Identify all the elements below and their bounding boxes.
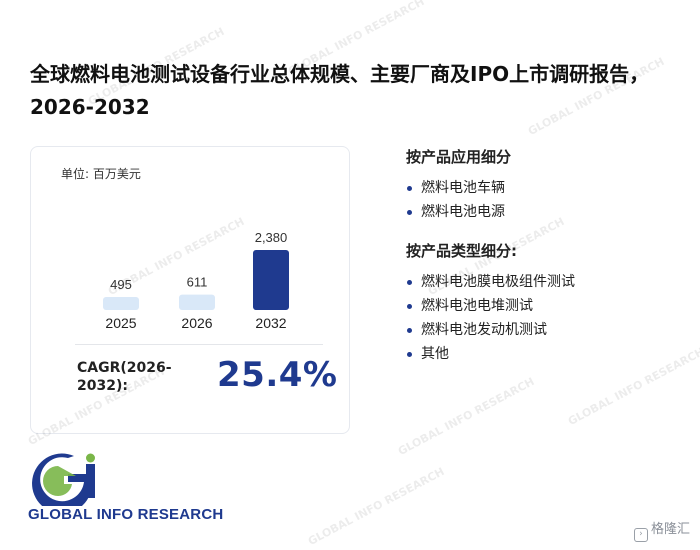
- value-label-2025: 495: [110, 277, 132, 292]
- bar-2026: [179, 294, 215, 310]
- segment-title: 按产品应用细分: [406, 148, 512, 166]
- market-size-bar-chart: 495 2025 611 2026 2,380 2032: [103, 230, 289, 331]
- corner-brand-text: 格隆汇: [650, 522, 690, 537]
- segment-list: 燃料电池车辆 燃料电池电源: [406, 176, 696, 224]
- list-item: 燃料电池车辆: [406, 176, 696, 200]
- category-label-2026: 2026: [181, 315, 212, 331]
- global-info-research-logo: GLOBAL INFO RESEARCH: [28, 452, 238, 532]
- gi-logo-icon: [32, 453, 95, 514]
- cagr-value: 25.4%: [217, 355, 338, 395]
- segment-by-application: 按产品应用细分 燃料电池车辆 燃料电池电源: [406, 146, 696, 224]
- market-size-card: 单位: 百万美元 495 2025 611 2026 2,380 2032 CAGR(20…: [30, 146, 350, 434]
- category-label-2025: 2025: [105, 315, 136, 331]
- page-title: 全球燃料电池测试设备行业总体规模、主要厂商及IPO上市调研报告，2026-203…: [30, 62, 650, 119]
- divider: [75, 344, 323, 345]
- list-item: 燃料电池发动机测试: [406, 318, 696, 342]
- segment-by-type: 按产品类型细分: 燃料电池膜电极组件测试 燃料电池电堆测试 燃料电池发动机测试 …: [406, 240, 696, 366]
- list-item: 燃料电池电源: [406, 200, 696, 224]
- bar-2025: [103, 297, 139, 310]
- corner-brand: › 格隆汇: [633, 518, 690, 542]
- watermark: GLOBAL INFO RESEARCH: [395, 374, 537, 459]
- bar-2032: [253, 250, 289, 310]
- list-item: 燃料电池膜电极组件测试: [406, 270, 696, 294]
- segment-list: 燃料电池膜电极组件测试 燃料电池电堆测试 燃料电池发动机测试 其他: [406, 270, 696, 366]
- value-label-2026: 611: [187, 275, 208, 290]
- brand-icon: ›: [633, 528, 648, 542]
- list-item: 燃料电池电堆测试: [406, 294, 696, 318]
- category-label-2032: 2032: [255, 315, 286, 331]
- segment-title: 按产品类型细分:: [406, 242, 517, 260]
- cagr-label: CAGR(2026-2032):: [77, 360, 172, 394]
- logo-text: GLOBAL INFO RESEARCH: [28, 506, 224, 523]
- unit-label: 单位: 百万美元: [61, 167, 141, 181]
- watermark: GLOBAL INFO RESEARCH: [305, 464, 447, 549]
- list-item: 其他: [406, 342, 696, 366]
- value-label-2032: 2,380: [255, 230, 288, 245]
- segmentation-panel: 按产品应用细分 燃料电池车辆 燃料电池电源 按产品类型细分: 燃料电池膜电极组件…: [406, 146, 696, 382]
